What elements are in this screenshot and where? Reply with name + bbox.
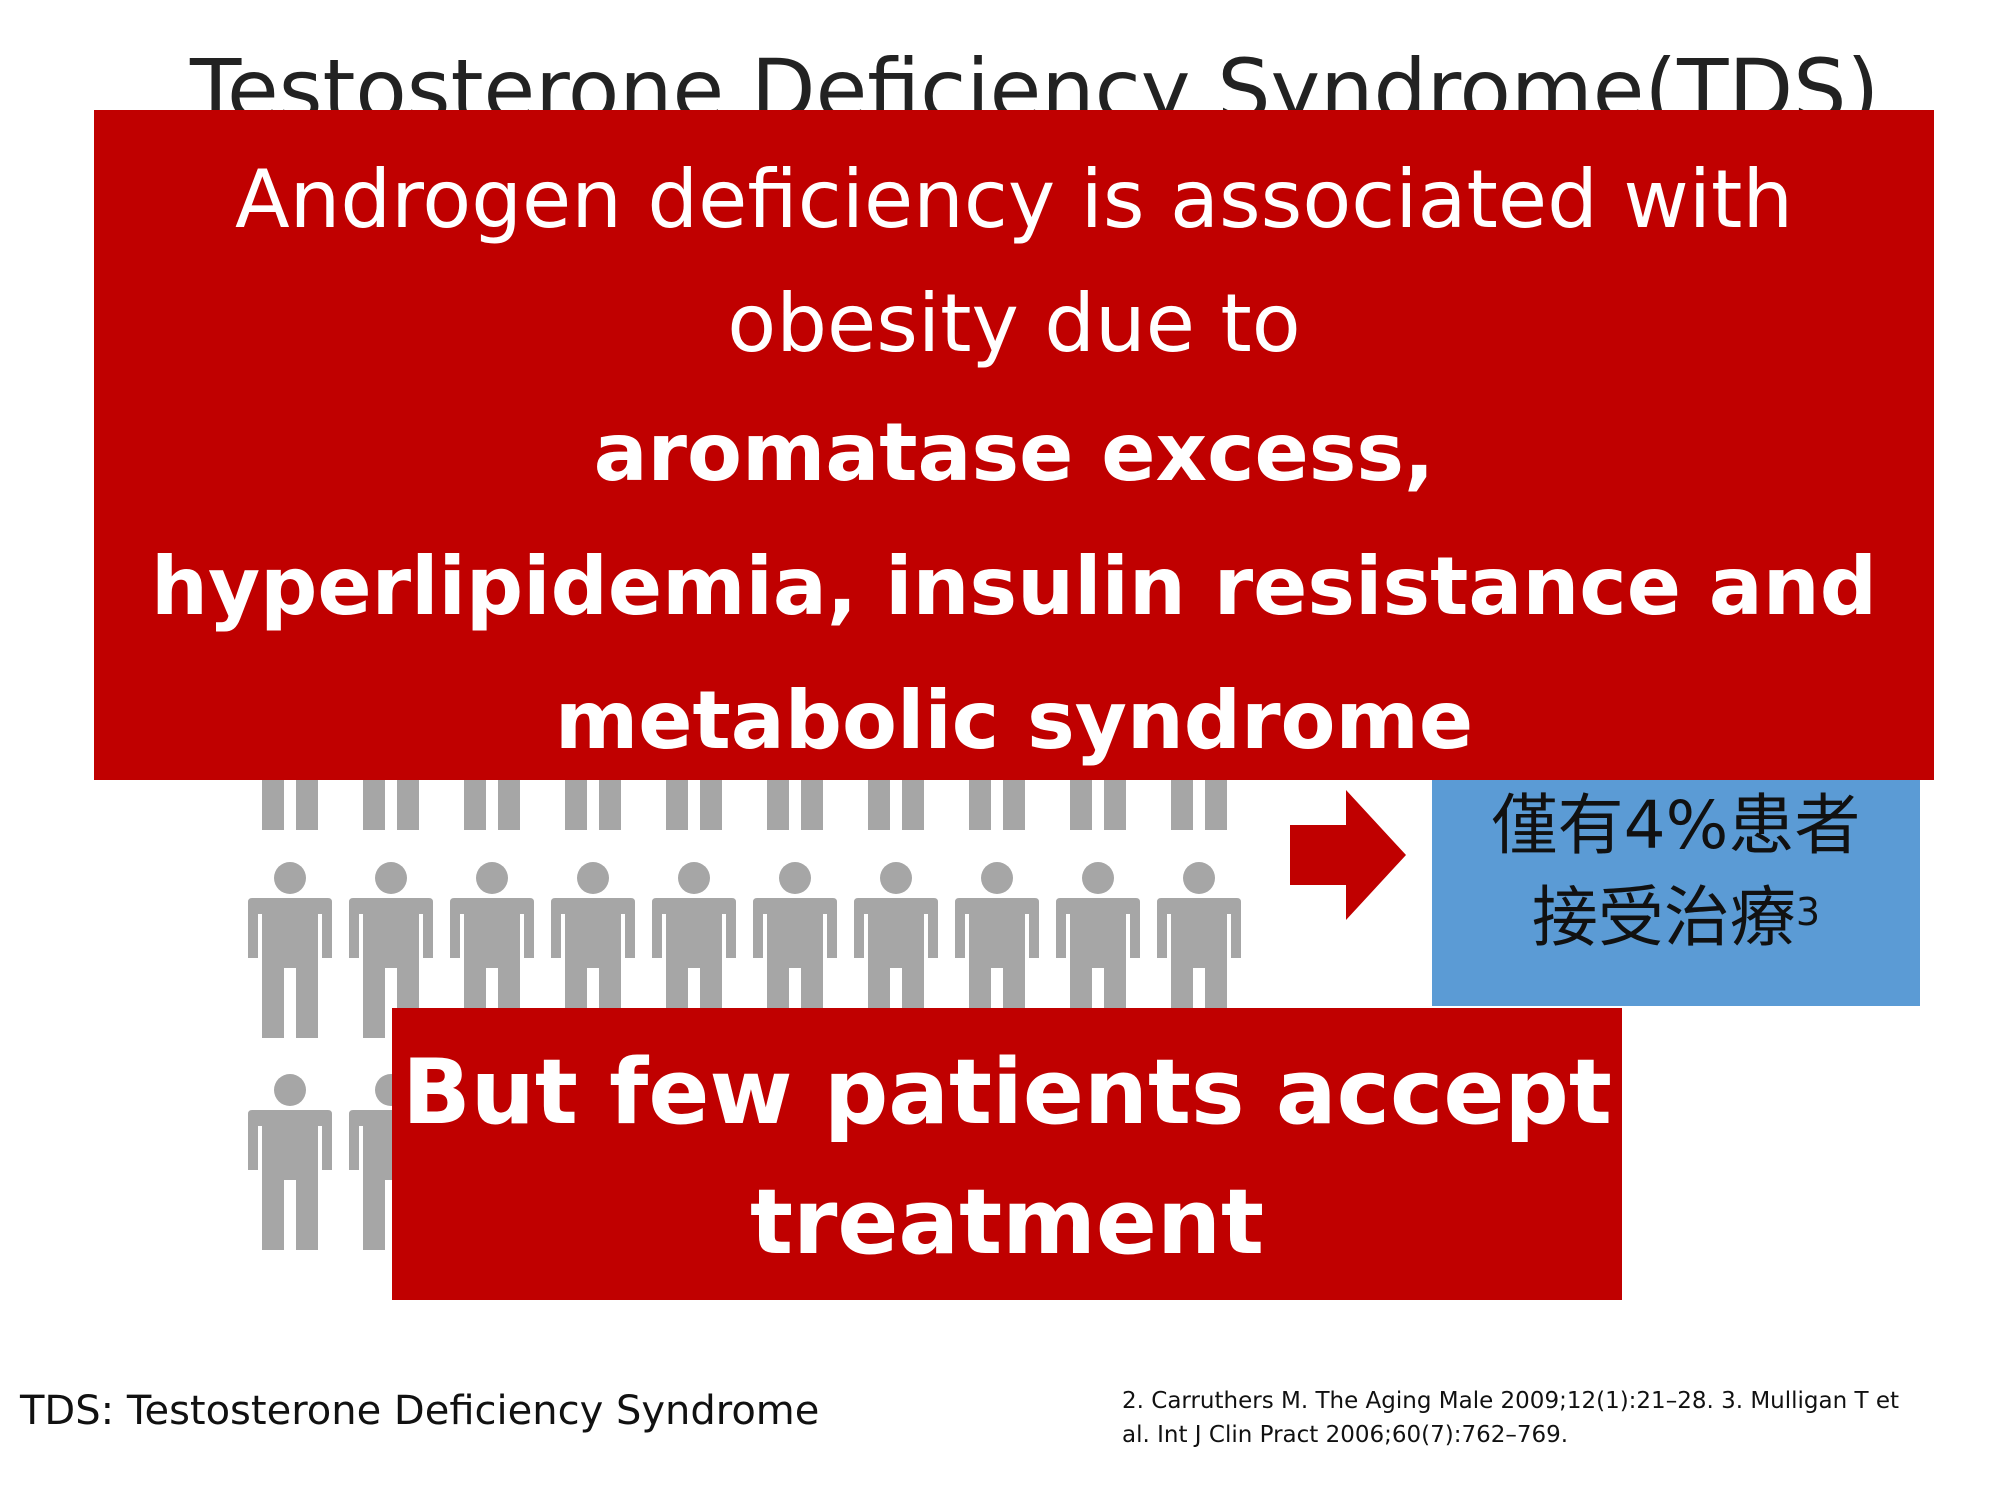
callout-top-line2: obesity due to bbox=[727, 277, 1301, 370]
arrow-right-icon bbox=[1290, 790, 1406, 920]
footnote-marker: 3 bbox=[1795, 890, 1821, 934]
treatment-rate-text: 接受治療 bbox=[1531, 879, 1796, 956]
treatment-rate-line1: 僅有4%患者 bbox=[1491, 787, 1861, 864]
callout-top-line4: hyperlipidemia, insulin resistance and bbox=[150, 540, 1877, 633]
callout-top: Androgen deficiency is associated with o… bbox=[94, 110, 1934, 780]
person-icon bbox=[248, 1074, 332, 1250]
callout-bottom: But few patients accept treatment bbox=[392, 1008, 1622, 1300]
callout-bottom-line1: But few patients accept bbox=[402, 1040, 1612, 1145]
callout-top-line5: metabolic syndrome bbox=[554, 674, 1474, 767]
callout-top-line3: aromatase excess, bbox=[593, 406, 1435, 499]
callout-top-line1: Androgen deficiency is associated with bbox=[234, 153, 1794, 246]
person-icon bbox=[248, 862, 332, 1038]
references: 2. Carruthers M. The Aging Male 2009;12(… bbox=[1122, 1388, 1900, 1448]
treatment-rate-line2: 接受治療3 bbox=[1432, 872, 1920, 964]
callout-bottom-line2: treatment bbox=[749, 1170, 1265, 1275]
treatment-rate-box: 僅有4%患者 接受治療3 bbox=[1432, 760, 1920, 1006]
abbreviation-footnote: TDS: Testosterone Deficiency Syndrome bbox=[20, 1388, 820, 1434]
